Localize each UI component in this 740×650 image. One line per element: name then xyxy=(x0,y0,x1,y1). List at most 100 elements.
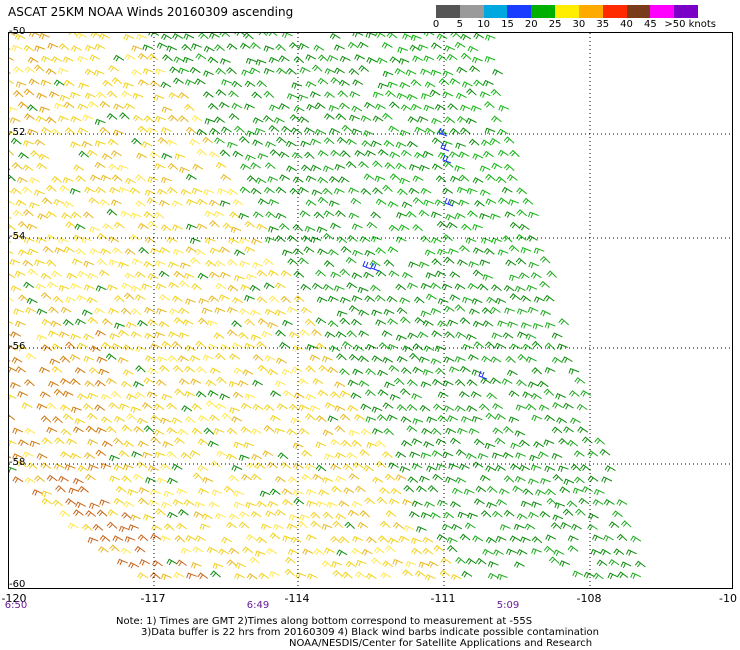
wind-barb xyxy=(99,126,111,134)
wind-barb xyxy=(290,417,302,425)
wind-barb xyxy=(412,224,423,232)
wind-barb xyxy=(41,437,53,445)
wind-barb xyxy=(516,209,528,217)
wind-barb xyxy=(131,137,142,145)
wind-barb xyxy=(424,501,435,508)
map-panel[interactable] xyxy=(8,32,733,589)
wind-barb xyxy=(295,572,307,579)
wind-barb xyxy=(282,389,294,397)
wind-barb xyxy=(207,56,219,64)
wind-barb xyxy=(559,486,571,494)
wind-barb xyxy=(289,41,300,50)
wind-barb xyxy=(467,210,478,218)
wind-barb xyxy=(418,356,430,363)
wind-barb xyxy=(359,510,371,518)
wind-barb xyxy=(383,139,395,147)
wind-barb xyxy=(472,223,483,231)
wind-barb xyxy=(401,439,412,447)
wind-barb xyxy=(468,261,480,268)
wind-barb xyxy=(522,488,534,496)
wind-barb xyxy=(354,413,365,421)
wind-barb xyxy=(146,197,158,205)
wind-barb xyxy=(74,367,86,374)
wind-barb xyxy=(313,44,325,52)
wind-barb xyxy=(266,461,278,469)
wind-barb xyxy=(425,293,437,301)
wind-barb xyxy=(47,281,58,289)
wind-barb xyxy=(275,329,286,337)
wind-barb xyxy=(26,297,38,305)
wind-barb xyxy=(372,91,384,98)
wind-barb xyxy=(431,330,443,338)
wind-barb xyxy=(127,489,138,496)
wind-barb xyxy=(9,57,14,61)
wind-barb xyxy=(209,220,220,228)
wind-barb xyxy=(241,69,253,76)
wind-barb xyxy=(270,390,281,397)
wind-barb xyxy=(491,115,502,123)
wind-barb xyxy=(340,150,351,158)
wind-barb xyxy=(168,261,179,269)
wind-barb xyxy=(382,112,393,120)
wind-barb xyxy=(327,415,339,423)
wind-barb xyxy=(336,549,348,557)
wind-barb xyxy=(310,164,322,172)
wind-barb xyxy=(454,378,466,387)
colorbar-tick-label: 5 xyxy=(456,19,463,30)
wind-barb xyxy=(495,176,507,183)
wind-barb xyxy=(108,402,120,409)
wind-barb xyxy=(85,44,96,52)
wind-barb xyxy=(108,163,120,171)
wind-barb xyxy=(174,153,186,160)
wind-barb xyxy=(87,464,99,471)
wind-barb xyxy=(406,210,417,218)
wind-barb xyxy=(168,281,180,289)
wind-barb xyxy=(275,43,286,52)
wind-barb xyxy=(402,345,414,353)
wind-barb xyxy=(22,451,34,458)
wind-barb xyxy=(480,510,492,518)
wind-barb xyxy=(291,366,303,374)
wind-barb xyxy=(259,490,271,497)
wind-barb xyxy=(195,53,207,60)
wind-barb xyxy=(414,570,426,577)
wind-barb xyxy=(161,501,172,509)
wind-barb xyxy=(492,68,503,76)
wind-barb xyxy=(341,340,353,348)
wind-barb xyxy=(227,188,239,196)
wind-barb xyxy=(449,437,461,445)
wind-barb xyxy=(10,137,22,145)
wind-barb xyxy=(454,41,466,49)
wind-barb xyxy=(244,103,255,111)
wind-barb xyxy=(109,475,121,482)
wind-barb xyxy=(484,442,496,450)
wind-barb xyxy=(330,271,342,279)
wind-barb-blue xyxy=(370,262,380,272)
wind-barb xyxy=(431,258,442,266)
wind-barb xyxy=(208,501,220,509)
wind-barb xyxy=(23,281,34,289)
wind-barb xyxy=(232,150,244,158)
wind-barb xyxy=(233,441,244,449)
wind-barb xyxy=(150,533,162,541)
wind-barb xyxy=(528,511,539,519)
wind-barb xyxy=(144,332,156,340)
wind-barb xyxy=(328,200,340,207)
wind-barb xyxy=(78,150,90,158)
wind-barb xyxy=(191,115,203,122)
wind-barb xyxy=(388,537,399,545)
wind-barb xyxy=(380,520,391,529)
wind-barb xyxy=(590,548,602,556)
wind-barb xyxy=(459,127,471,135)
wind-barb xyxy=(573,450,585,457)
wind-barb xyxy=(468,308,480,315)
wind-barb xyxy=(293,497,305,505)
wind-barb xyxy=(162,441,174,448)
wind-barb xyxy=(574,476,585,484)
wind-barb xyxy=(95,285,107,292)
wind-barb xyxy=(483,247,495,255)
wind-barb xyxy=(93,69,105,77)
wind-barb xyxy=(417,116,429,123)
wind-barb xyxy=(335,210,346,217)
wind-barb xyxy=(420,381,432,388)
